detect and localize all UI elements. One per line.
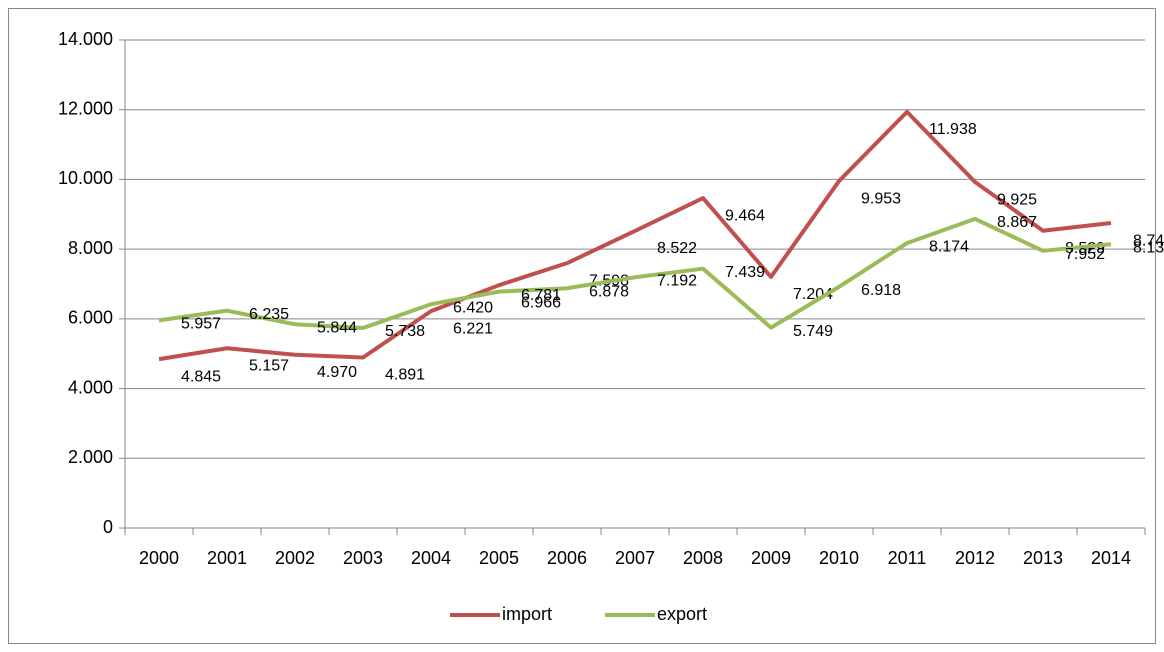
x-tick-label: 2013 bbox=[1023, 548, 1063, 568]
data-label: 7.204 bbox=[793, 286, 833, 303]
data-label: 8.749 bbox=[1133, 232, 1164, 249]
data-label: 8.522 bbox=[657, 240, 697, 257]
data-label: 6.420 bbox=[453, 299, 493, 316]
y-tick-label: 4.000 bbox=[68, 377, 113, 397]
x-tick-label: 2011 bbox=[888, 548, 927, 568]
x-tick-label: 2007 bbox=[615, 548, 655, 568]
x-tick-label: 2008 bbox=[683, 548, 723, 568]
y-tick-label: 12.000 bbox=[58, 98, 113, 118]
data-label: 5.957 bbox=[181, 316, 221, 333]
x-tick-label: 2002 bbox=[275, 548, 315, 568]
data-label: 6.918 bbox=[861, 282, 901, 299]
data-label: 5.844 bbox=[317, 320, 357, 337]
data-label: 5.749 bbox=[793, 323, 833, 340]
data-label: 9.925 bbox=[997, 191, 1037, 208]
chart-border bbox=[8, 8, 1156, 644]
x-tick-label: 2009 bbox=[751, 548, 791, 568]
data-label: 4.970 bbox=[317, 364, 357, 381]
legend-label: import bbox=[502, 604, 552, 624]
x-tick-label: 2012 bbox=[955, 548, 995, 568]
series-line bbox=[158, 216, 1112, 330]
x-tick-label: 2001 bbox=[207, 548, 247, 568]
data-label: 6.781 bbox=[521, 287, 561, 304]
data-label: 4.891 bbox=[385, 367, 425, 384]
data-label: 5.738 bbox=[385, 323, 425, 340]
x-tick-label: 2005 bbox=[479, 548, 519, 568]
data-label: 11.938 bbox=[929, 121, 977, 138]
x-tick-label: 2006 bbox=[547, 548, 587, 568]
data-label: 6.221 bbox=[453, 320, 493, 337]
data-label: 7.439 bbox=[725, 264, 765, 281]
y-tick-label: 0 bbox=[103, 517, 113, 537]
data-label: 9.953 bbox=[861, 190, 901, 207]
y-tick-label: 2.000 bbox=[68, 447, 113, 467]
data-label: 6.878 bbox=[589, 283, 629, 300]
y-tick-label: 6.000 bbox=[68, 308, 113, 328]
y-tick-label: 14.000 bbox=[58, 29, 113, 49]
data-label: 5.157 bbox=[249, 357, 289, 374]
y-tick-label: 10.000 bbox=[58, 168, 113, 188]
data-label: 8.139 bbox=[1133, 240, 1164, 257]
data-label: 9.464 bbox=[725, 207, 765, 224]
x-tick-label: 2010 bbox=[819, 548, 859, 568]
data-label: 8.174 bbox=[929, 238, 969, 255]
x-tick-label: 2014 bbox=[1091, 548, 1131, 568]
series-line bbox=[158, 109, 1112, 362]
data-label: 6.966 bbox=[521, 294, 561, 311]
legend-label: export bbox=[657, 604, 707, 624]
data-label: 7.192 bbox=[657, 273, 697, 290]
x-tick-label: 2004 bbox=[411, 548, 451, 568]
y-tick-label: 8.000 bbox=[68, 238, 113, 258]
data-label: 6.235 bbox=[249, 306, 289, 323]
x-tick-label: 2003 bbox=[343, 548, 383, 568]
data-label: 7.952 bbox=[1065, 246, 1105, 263]
x-tick-label: 2000 bbox=[139, 548, 179, 568]
data-label: 8.867 bbox=[997, 214, 1037, 231]
data-label: 4.845 bbox=[181, 368, 221, 385]
